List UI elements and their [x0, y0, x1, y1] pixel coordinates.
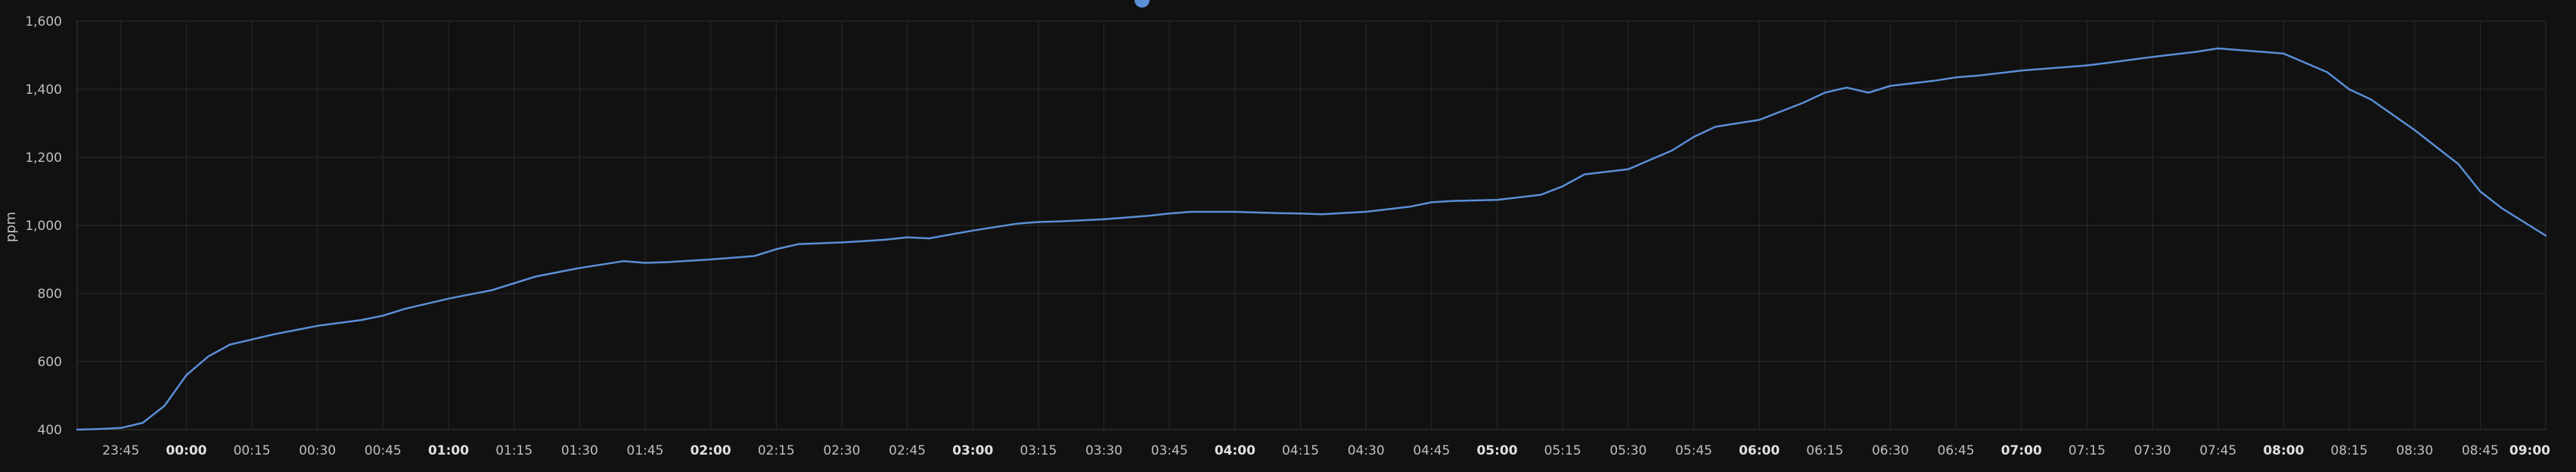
- y-tick-label: 400: [38, 423, 62, 438]
- series-line: [76, 47, 2547, 431]
- x-tick-label: 03:00: [952, 443, 993, 458]
- x-tick-label: 08:00: [2263, 443, 2304, 458]
- x-tick-label: 03:30: [1085, 443, 1122, 458]
- x-tick-label: 07:45: [2199, 443, 2236, 458]
- x-tick-label: 07:00: [2001, 443, 2042, 458]
- x-tick-label: 04:45: [1413, 443, 1450, 458]
- x-tick-label: 00:45: [365, 443, 402, 458]
- x-tick-label: 07:15: [2069, 443, 2106, 458]
- y-tick-label: 800: [38, 287, 62, 302]
- x-tick-label: 05:30: [1609, 443, 1646, 458]
- x-tick-label: 03:15: [1020, 443, 1057, 458]
- series-layer: [76, 47, 2547, 431]
- x-tick-label: 05:45: [1675, 443, 1712, 458]
- y-tick-label: 1,200: [25, 151, 62, 166]
- x-tick-label: 05:15: [1544, 443, 1581, 458]
- grid-lines: [76, 20, 2547, 430]
- y-tick-label: 1,000: [25, 219, 62, 234]
- x-tick-label: 00:00: [166, 443, 206, 458]
- x-tick-label: 04:00: [1215, 443, 1255, 458]
- legend-series-swatch: [1134, 0, 1150, 8]
- x-tick-label: 02:00: [691, 443, 731, 458]
- x-tick-label: 03:45: [1151, 443, 1188, 458]
- x-tick-label: 07:30: [2134, 443, 2171, 458]
- x-tick-label: 08:30: [2396, 443, 2433, 458]
- x-tick-label: 00:15: [234, 443, 271, 458]
- x-tick-label: 23:45: [102, 443, 139, 458]
- x-tick-label: 06:30: [1872, 443, 1909, 458]
- x-tick-label: 08:15: [2331, 443, 2368, 458]
- x-axis-ticks: 23:45 00:00 00:15 00:30 00:45 01:00 01:15 01:30…: [102, 443, 2550, 458]
- x-tick-label: 04:30: [1348, 443, 1385, 458]
- x-tick-label: 00:30: [299, 443, 336, 458]
- x-tick-label: 06:45: [1938, 443, 1975, 458]
- x-tick-label: 02:15: [758, 443, 795, 458]
- x-tick-label: 02:30: [823, 443, 860, 458]
- x-tick-label: 06:15: [1806, 443, 1843, 458]
- x-tick-label: 01:00: [428, 443, 469, 458]
- legend[interactable]: [1134, 0, 1150, 8]
- x-tick-label: 02:45: [889, 443, 926, 458]
- x-tick-label: 08:45: [2462, 443, 2499, 458]
- x-tick-label: 04:15: [1282, 443, 1319, 458]
- x-tick-label: 01:45: [627, 443, 664, 458]
- x-tick-label: 05:00: [1476, 443, 1517, 458]
- x-tick-label: 06:00: [1739, 443, 1780, 458]
- x-tick-label: 09:00: [2509, 443, 2550, 458]
- x-tick-label: 01:30: [561, 443, 598, 458]
- y-tick-label: 1,400: [25, 82, 62, 98]
- y-tick-label: 600: [38, 355, 62, 370]
- y-tick-label: 1,600: [25, 14, 62, 30]
- y-axis-ticks: 400 600 800 1,000 1,200 1,400 1,600: [25, 14, 62, 438]
- x-tick-label: 01:15: [495, 443, 532, 458]
- y-axis-label: ppm: [3, 212, 19, 242]
